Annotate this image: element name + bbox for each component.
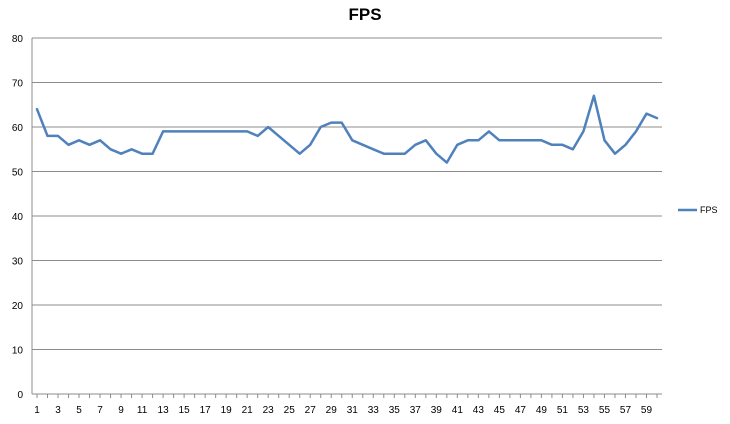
x-tick-label: 1 [34,405,40,416]
x-tick-label: 17 [200,405,212,416]
y-tick-label: 70 [12,79,24,90]
x-tick-label: 19 [221,405,233,416]
x-tick-label: 49 [536,405,548,416]
series-layer [35,94,659,164]
x-tick-label: 5 [76,405,82,416]
x-tick-label: 9 [118,405,124,416]
x-tick-label: 43 [473,405,485,416]
y-tick-label: 30 [12,257,24,268]
x-tick-label: 51 [557,405,569,416]
x-tick-label: 35 [389,405,401,416]
x-tick-label: 59 [641,405,653,416]
legend-label-fps: FPS [700,205,718,215]
x-tick-label: 47 [515,405,527,416]
chart-title: FPS [348,5,381,24]
y-tick-label: 50 [12,168,24,179]
x-tick-label: 25 [284,405,296,416]
y-tick-label: 40 [12,212,24,223]
x-tick-label: 21 [242,405,254,416]
x-tick-label: 29 [326,405,338,416]
y-tick-label: 60 [12,123,24,134]
x-tick-label: 37 [410,405,422,416]
x-tick-label: 27 [305,405,317,416]
y-tick-label: 10 [12,346,24,357]
legend: FPS [678,205,718,215]
y-tick-label: 20 [12,301,24,312]
x-tick-label: 7 [97,405,103,416]
x-tick-label: 31 [347,405,359,416]
x-tick-label: 39 [431,405,443,416]
x-tick-label: 53 [578,405,590,416]
x-tick-label: 3 [55,405,61,416]
y-tick-label: 80 [12,34,24,45]
x-tick-label: 57 [620,405,632,416]
y-axis-tick-labels: 0 10 20 30 40 50 60 70 80 [12,34,24,401]
x-tick-label: 11 [137,405,148,416]
y-tick-label: 0 [17,390,23,401]
x-tick-label: 41 [452,405,464,416]
series-line-fps [35,94,659,164]
x-tick-label: 15 [179,405,191,416]
x-tick-label: 23 [263,405,275,416]
x-tick-label: 45 [494,405,506,416]
x-tick-label: 55 [599,405,611,416]
gridlines [32,37,662,395]
x-tick-label: 13 [158,405,170,416]
x-axis: 1 3 5 7 9 11 13 15 17 19 21 23 25 27 29 31 33 35 37 39 41 43 4… [31,38,662,416]
x-tick-label: 33 [368,405,380,416]
